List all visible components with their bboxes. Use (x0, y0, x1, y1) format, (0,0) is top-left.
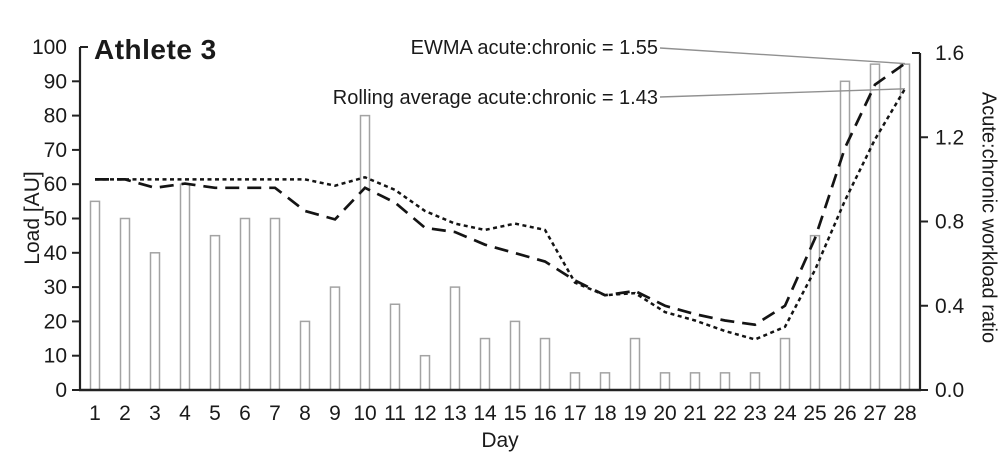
left-tick-label-0: 0 (55, 379, 67, 402)
left-tick-label-100: 100 (32, 36, 67, 59)
x-tick-label-16: 16 (533, 402, 556, 425)
bar-day-1 (89, 200, 101, 391)
x-tick-label-7: 7 (269, 402, 281, 425)
left-tick-label-80: 80 (44, 105, 67, 128)
x-tick-label-21: 21 (683, 402, 706, 425)
x-tick-label-19: 19 (623, 402, 646, 425)
left-tick-label-10: 10 (44, 345, 67, 368)
bar-day-15 (509, 320, 521, 391)
bar-day-6 (239, 217, 251, 391)
right-tick-label-0.0: 0.0 (935, 379, 964, 402)
left-tick-label-30: 30 (44, 276, 67, 299)
x-tick-label-20: 20 (653, 402, 676, 425)
x-tick-label-18: 18 (593, 402, 616, 425)
bar-day-11 (389, 303, 401, 391)
bar-day-27 (869, 63, 881, 391)
chart-title: Athlete 3 (94, 34, 217, 65)
x-tick-label-9: 9 (329, 402, 341, 425)
x-tick-label-5: 5 (209, 402, 221, 425)
right-tick-label-1.6: 1.6 (935, 42, 964, 65)
bar-day-14 (479, 337, 491, 391)
right-tick-label-0.8: 0.8 (935, 211, 964, 234)
bar-day-7 (269, 217, 281, 391)
left-tick-label-20: 20 (44, 310, 67, 333)
bar-day-4 (179, 183, 191, 391)
x-tick-label-23: 23 (743, 402, 766, 425)
bar-day-3 (149, 252, 161, 391)
x-tick-label-10: 10 (353, 402, 376, 425)
right-tick-label-1.2: 1.2 (935, 126, 964, 149)
x-axis-label: Day (481, 429, 519, 452)
bar-day-25 (809, 234, 821, 391)
bar-day-12 (419, 354, 431, 391)
x-tick-label-8: 8 (299, 402, 311, 425)
x-tick-label-12: 12 (413, 402, 436, 425)
annotation-rolling-average: Rolling average acute:chronic = 1.43 (332, 87, 658, 109)
bar-day-2 (119, 217, 131, 391)
right-tick-label-0.4: 0.4 (935, 295, 965, 318)
x-tick-label-28: 28 (893, 402, 916, 425)
bar-day-24 (779, 337, 791, 391)
leader-line-rolling (659, 88, 906, 98)
bar-day-13 (449, 286, 461, 391)
bar-day-9 (329, 286, 341, 391)
x-tick-label-27: 27 (863, 402, 886, 425)
x-tick-label-13: 13 (443, 402, 466, 425)
bar-day-22 (719, 372, 731, 391)
left-tick-label-50: 50 (44, 208, 67, 231)
bar-day-18 (599, 372, 611, 391)
bar-day-5 (209, 234, 221, 391)
left-tick-label-90: 90 (44, 70, 67, 93)
bar-day-28 (899, 63, 911, 391)
line-rolling-average (95, 88, 907, 341)
bar-day-10 (359, 114, 371, 391)
x-tick-label-6: 6 (239, 402, 251, 425)
bar-day-8 (299, 320, 311, 391)
left-tick-label-40: 40 (44, 242, 67, 265)
x-tick-label-14: 14 (473, 402, 497, 425)
bar-day-26 (839, 80, 851, 391)
line-ewma (95, 62, 906, 327)
left-tick-label-70: 70 (44, 139, 67, 162)
bar-day-16 (539, 337, 551, 391)
x-tick-label-2: 2 (119, 402, 131, 425)
x-tick-label-17: 17 (563, 402, 586, 425)
bar-day-23 (749, 372, 761, 391)
bar-day-20 (659, 372, 671, 391)
annotation-ewma: EWMA acute:chronic = 1.55 (410, 37, 658, 59)
bar-day-21 (689, 372, 701, 391)
x-tick-label-4: 4 (179, 402, 191, 425)
x-tick-label-11: 11 (384, 402, 406, 425)
left-tick-label-60: 60 (44, 173, 67, 196)
x-tick-label-26: 26 (833, 402, 856, 425)
x-tick-label-1: 1 (89, 402, 101, 425)
x-tick-label-15: 15 (503, 402, 526, 425)
leader-line-ewma (659, 47, 906, 65)
bar-day-17 (569, 372, 581, 391)
bar-day-19 (629, 337, 641, 391)
x-tick-label-3: 3 (149, 402, 161, 425)
x-tick-label-24: 24 (773, 402, 797, 425)
x-tick-label-22: 22 (713, 402, 736, 425)
right-y-axis-label: Acute:chronic workload ratio (977, 91, 1000, 344)
left-y-axis-label: Load [AU] (21, 171, 44, 265)
x-tick-label-25: 25 (803, 402, 826, 425)
